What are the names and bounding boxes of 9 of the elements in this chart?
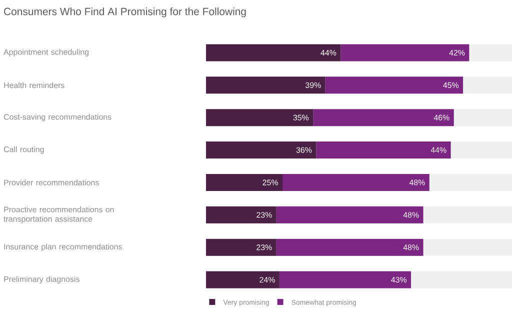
chart-title: Consumers Who Find AI Promising for the Following [4, 8, 246, 18]
bar [206, 238, 276, 256]
bar [206, 142, 316, 159]
bar [206, 76, 326, 94]
bar [206, 206, 276, 224]
bar [206, 44, 341, 62]
bar [206, 174, 282, 191]
bar [206, 271, 280, 288]
bar [206, 109, 314, 126]
